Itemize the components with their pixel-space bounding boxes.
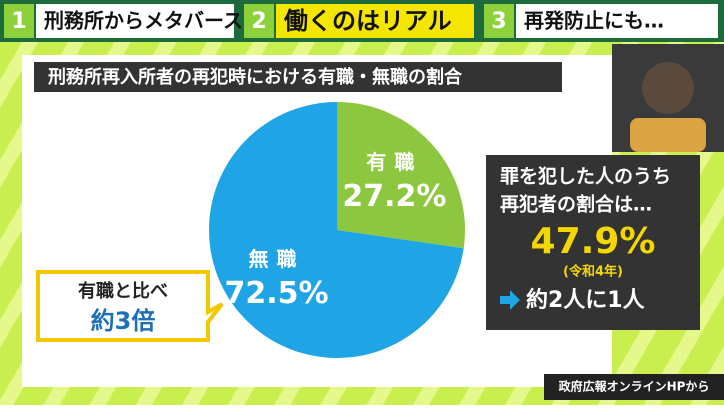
tab-number-box xyxy=(484,4,514,38)
presenter-head xyxy=(642,62,694,114)
tab-label: 刑務所からメタバース xyxy=(44,9,243,33)
info-summary: 約2人に1人 xyxy=(526,287,645,313)
info-figure: 47.9% xyxy=(531,221,656,262)
pie-slice xyxy=(337,102,465,249)
pie-slice xyxy=(208,102,464,358)
slice-value-label: 27.2% xyxy=(342,179,446,214)
info-line: 再犯者の割合は… xyxy=(500,193,652,216)
tab xyxy=(36,4,234,38)
slice-label: 有職 xyxy=(366,150,422,174)
arrow-icon xyxy=(500,290,520,310)
presenter-body xyxy=(630,118,706,152)
info-line: 罪を犯した人のうち xyxy=(500,165,671,188)
callout-line: 有職と比べ xyxy=(78,280,168,302)
tab-number-box xyxy=(4,4,34,38)
tab xyxy=(276,4,474,38)
tab-label: 働くのはリアル xyxy=(283,7,452,35)
slice-value-label: 72.5% xyxy=(224,276,328,311)
tab-number: 3 xyxy=(491,9,506,34)
info-note: (令和4年) xyxy=(563,264,623,280)
callout-box xyxy=(36,270,224,342)
tab xyxy=(516,4,718,38)
info-box xyxy=(486,155,700,330)
callout-emphasis: 約3倍 xyxy=(91,307,156,335)
tab-label: 再発防止にも… xyxy=(524,9,664,33)
tab-number-box xyxy=(244,4,274,38)
slice-label: 無職 xyxy=(249,247,305,271)
source-bar xyxy=(544,374,724,400)
tab-number: 2 xyxy=(251,9,266,34)
source: 政府広報オンラインHPから xyxy=(559,379,710,394)
chart-title: 刑務所再入所者の再犯時における有職・無職の割合 xyxy=(48,66,463,88)
tab-number: 1 xyxy=(11,9,26,34)
title-bar xyxy=(34,62,562,92)
